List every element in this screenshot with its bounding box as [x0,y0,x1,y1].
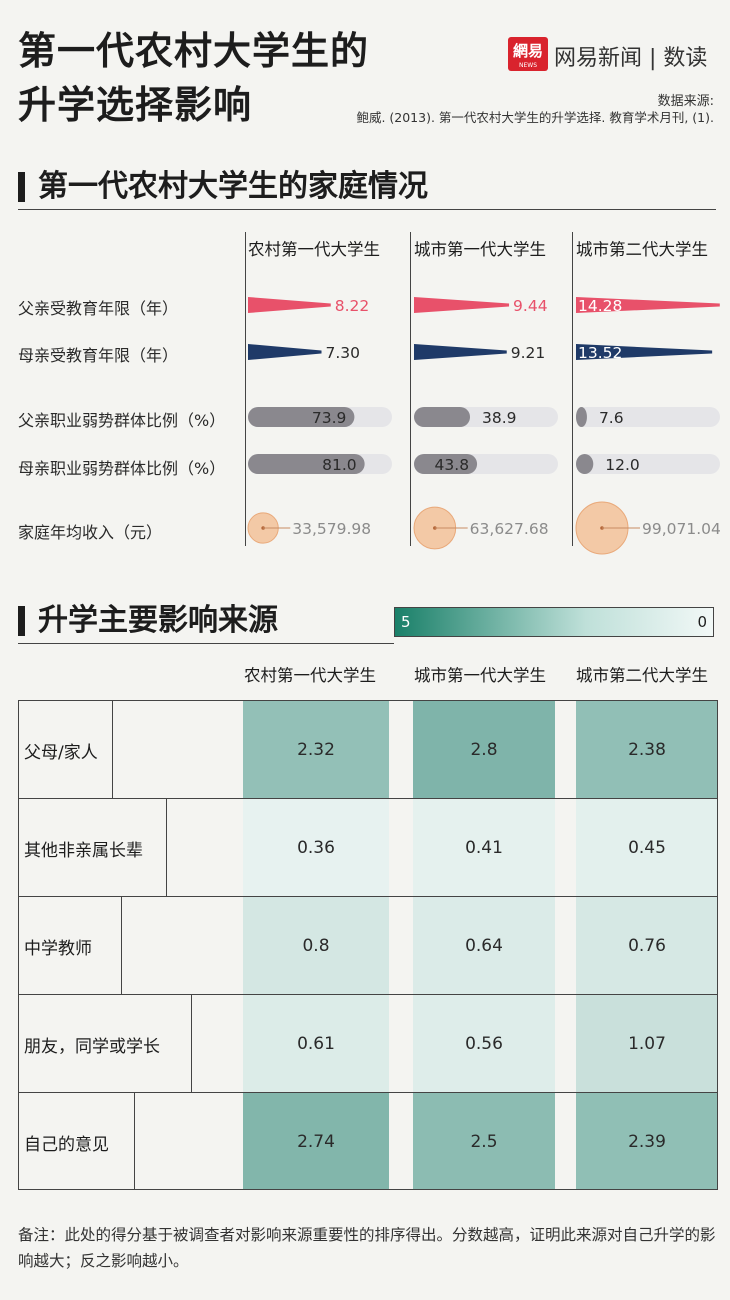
heat-cell-0-2: 2.38 [576,701,718,798]
heat-cell-4-1: 2.5 [413,1093,555,1190]
heat-cell-4-2: 2.39 [576,1093,718,1190]
heat-cell-1-1: 0.41 [413,799,555,896]
column-divider-3 [572,232,573,546]
heat-row-label-3: 朋友，同学或学长 [24,1037,160,1057]
heat-table-frame [18,700,718,1190]
heat-cell-1-0: 0.36 [243,799,389,896]
heat-cell-3-0: 0.61 [243,995,389,1092]
mother-edu-label-2: 13.52 [578,344,622,362]
mother-job-label-0: 81.0 [322,456,357,474]
row-label-father-job: 父亲职业弱势群体比例（%） [18,411,226,430]
mother-job-label-1: 43.8 [435,456,470,474]
heat-row-label-1: 其他非亲属长辈 [24,841,143,861]
logo-text: 網易 [512,42,543,60]
family-chart: 8.22 9.44 14.28 7.30 9.21 13.52 73.9 38.9 7.6 81.… [247,297,721,555]
heat-label-box-2 [18,896,122,994]
heat-row-rule-4 [18,1092,718,1093]
mother-job-bar-0 [248,454,365,474]
row-label-mother-job: 母亲职业弱势群体比例（%） [18,459,226,478]
footnote: 备注：此处的得分基于被调查者对影响来源重要性的排序得出。分数越高，证明此来源对自… [18,1226,716,1270]
col-head-rural-first: 农村第一代大学生 [248,240,380,259]
father-job-bar-2 [576,407,587,427]
heat-row-label-2: 中学教师 [24,939,92,959]
heat-label-box-0 [18,700,113,798]
heat-label-box-1 [18,798,167,896]
heat-col-urban-first: 城市第一代大学生 [414,666,546,685]
page-title-line2: 升学选择影响 [18,83,253,127]
section1-rule [18,209,716,210]
row-label-mother-edu: 母亲受教育年限（年） [18,346,179,365]
brand-name: 网易新闻 | 数读 [554,46,708,71]
mother-job-bar-2 [576,454,594,474]
father-job-label-0: 73.9 [312,409,347,427]
netease-logo: 網易 NEWS [508,37,548,71]
father-edu-wedge-1 [414,297,510,313]
heat-row-rule-2 [18,896,718,897]
heat-row-rule-3 [18,994,718,995]
heat-row-label-0: 父母/家人 [24,743,98,763]
mother-job-track-2 [576,454,720,474]
heat-col-urban-second: 城市第二代大学生 [576,666,708,685]
col-head-urban-first: 城市第一代大学生 [414,240,546,259]
heat-cell-0-0: 2.32 [243,701,389,798]
heatmap-legend: 5 0 [394,607,714,637]
mother-edu-label-1: 9.21 [511,344,546,362]
mother-edu-label-0: 7.30 [326,344,361,362]
heat-cell-1-2: 0.45 [576,799,718,896]
income-label-2: 99,071.04 [642,520,721,538]
source-citation: 鲍威. (2013). 第一代农村大学生的升学选择. 教育学术月刊, (1). [356,110,714,125]
heat-row-rule-1 [18,798,718,799]
heat-cell-2-2: 0.76 [576,897,718,994]
section1-marker [18,172,25,202]
heat-cell-0-1: 2.8 [413,701,555,798]
father-job-label-1: 38.9 [482,409,517,427]
section2-marker [18,606,25,636]
column-divider-1 [245,232,246,546]
mother-edu-wedge-0 [248,344,322,360]
heat-col-rural-first: 农村第一代大学生 [244,666,376,685]
heat-cell-2-1: 0.64 [413,897,555,994]
mother-job-bar-1 [414,454,478,474]
heat-cell-3-1: 0.56 [413,995,555,1092]
father-edu-label-2: 14.28 [578,297,622,315]
father-edu-wedge-0 [248,297,331,313]
row-label-income: 家庭年均收入（元） [18,523,163,542]
father-job-bar-1 [414,407,471,427]
heat-cell-3-2: 1.07 [576,995,718,1092]
section1-title: 第一代农村大学生的家庭情况 [38,169,428,204]
source-label: 数据来源: [657,94,714,109]
legend-max: 5 [401,613,411,631]
section2-title: 升学主要影响来源 [38,603,278,638]
mother-edu-wedge-1 [414,344,507,360]
heat-row-label-4: 自己的意见 [24,1135,109,1155]
income-label-1: 63,627.68 [470,520,549,538]
mother-edu-wedge-2 [576,344,713,360]
page-title-line1: 第一代农村大学生的 [18,29,370,73]
row-label-father-edu: 父亲受教育年限（年） [18,299,179,318]
heat-cell-4-0: 2.74 [243,1093,389,1190]
father-job-track-2 [576,407,720,427]
father-job-label-2: 7.6 [599,409,624,427]
father-edu-wedge-2 [576,297,720,313]
legend-min: 0 [697,613,707,631]
logo-sub: NEWS [518,62,538,69]
col-head-urban-second: 城市第二代大学生 [576,240,708,259]
father-job-bar-0 [248,407,355,427]
income-label-0: 33,579.98 [292,520,371,538]
heat-label-box-3 [18,994,192,1092]
mother-job-label-2: 12.0 [605,456,640,474]
father-edu-label-1: 9.44 [513,297,548,315]
heat-cell-2-0: 0.8 [243,897,389,994]
column-divider-2 [410,232,411,546]
heat-label-box-4 [18,1092,135,1190]
section2-rule [18,643,394,644]
father-edu-label-0: 8.22 [335,297,370,315]
